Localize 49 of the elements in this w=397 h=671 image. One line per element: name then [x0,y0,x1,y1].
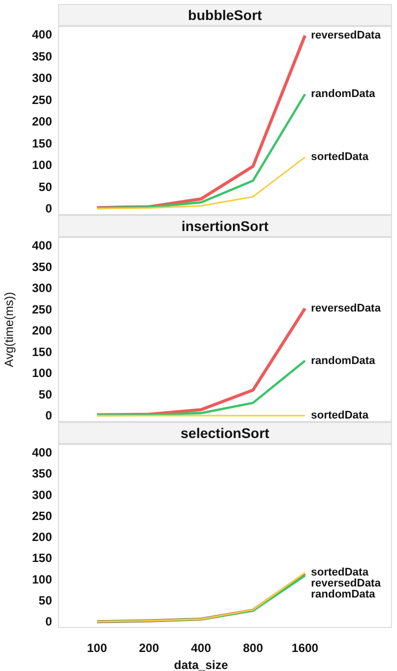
series-label: sortedData [311,410,370,422]
y-tick-label: 250 [32,92,52,107]
y-tick-label: 50 [38,594,52,608]
y-tick-label: 300 [32,71,52,86]
y-tick-label: 400 [32,445,52,460]
y-tick-label: 150 [32,136,52,150]
chart-title: insertionSort [58,215,392,237]
x-axis-title: data_size [174,658,228,671]
y-tick-label: 50 [38,387,52,402]
y-tick-label: 300 [32,488,52,502]
series-label: randomData [311,88,376,100]
line-series [96,93,306,210]
y-tick-label: 100 [32,158,52,172]
y-axis-title: Avg(time(ms)) [2,292,16,368]
x-tick-label: 800 [242,641,264,655]
series-label: reversedData [311,578,382,590]
x-tick-label: 1600 [292,641,319,655]
x-tick-label: 200 [138,641,160,655]
series-label: randomData [311,588,376,601]
y-tick-label: 400 [32,28,52,42]
y-tick-label: 0 [45,614,52,629]
series-label: sortedData [311,566,370,579]
x-tick-label: 400 [190,641,212,655]
y-tick-label: 250 [32,302,52,316]
y-tick-label: 250 [32,508,52,523]
line-series [96,360,306,416]
y-tick-label: 100 [32,366,52,380]
chart-title: bubbleSort [58,4,392,26]
series-label: sortedData [311,151,370,164]
chart-title: selectionSort [58,422,392,444]
series-label: reversedData [311,30,382,42]
series-label: reversedData [311,302,382,314]
y-tick-label: 0 [45,408,52,423]
y-tick-label: 150 [32,344,52,359]
y-tick-label: 150 [32,551,52,566]
y-tick-label: 200 [32,530,52,544]
y-tick-label: 200 [32,114,52,129]
y-tick-label: 100 [32,572,52,586]
y-tick-label: 50 [38,180,52,194]
y-tick-label: 400 [32,238,52,253]
y-tick-label: 300 [32,281,52,296]
y-tick-label: 350 [32,49,52,64]
y-tick-label: 350 [32,466,52,481]
series-label: randomData [311,354,376,367]
line-series [96,156,306,210]
y-tick-label: 350 [32,260,52,274]
y-tick-label: 0 [45,201,52,216]
x-tick-label: 100 [86,641,108,655]
y-tick-label: 200 [32,324,52,338]
